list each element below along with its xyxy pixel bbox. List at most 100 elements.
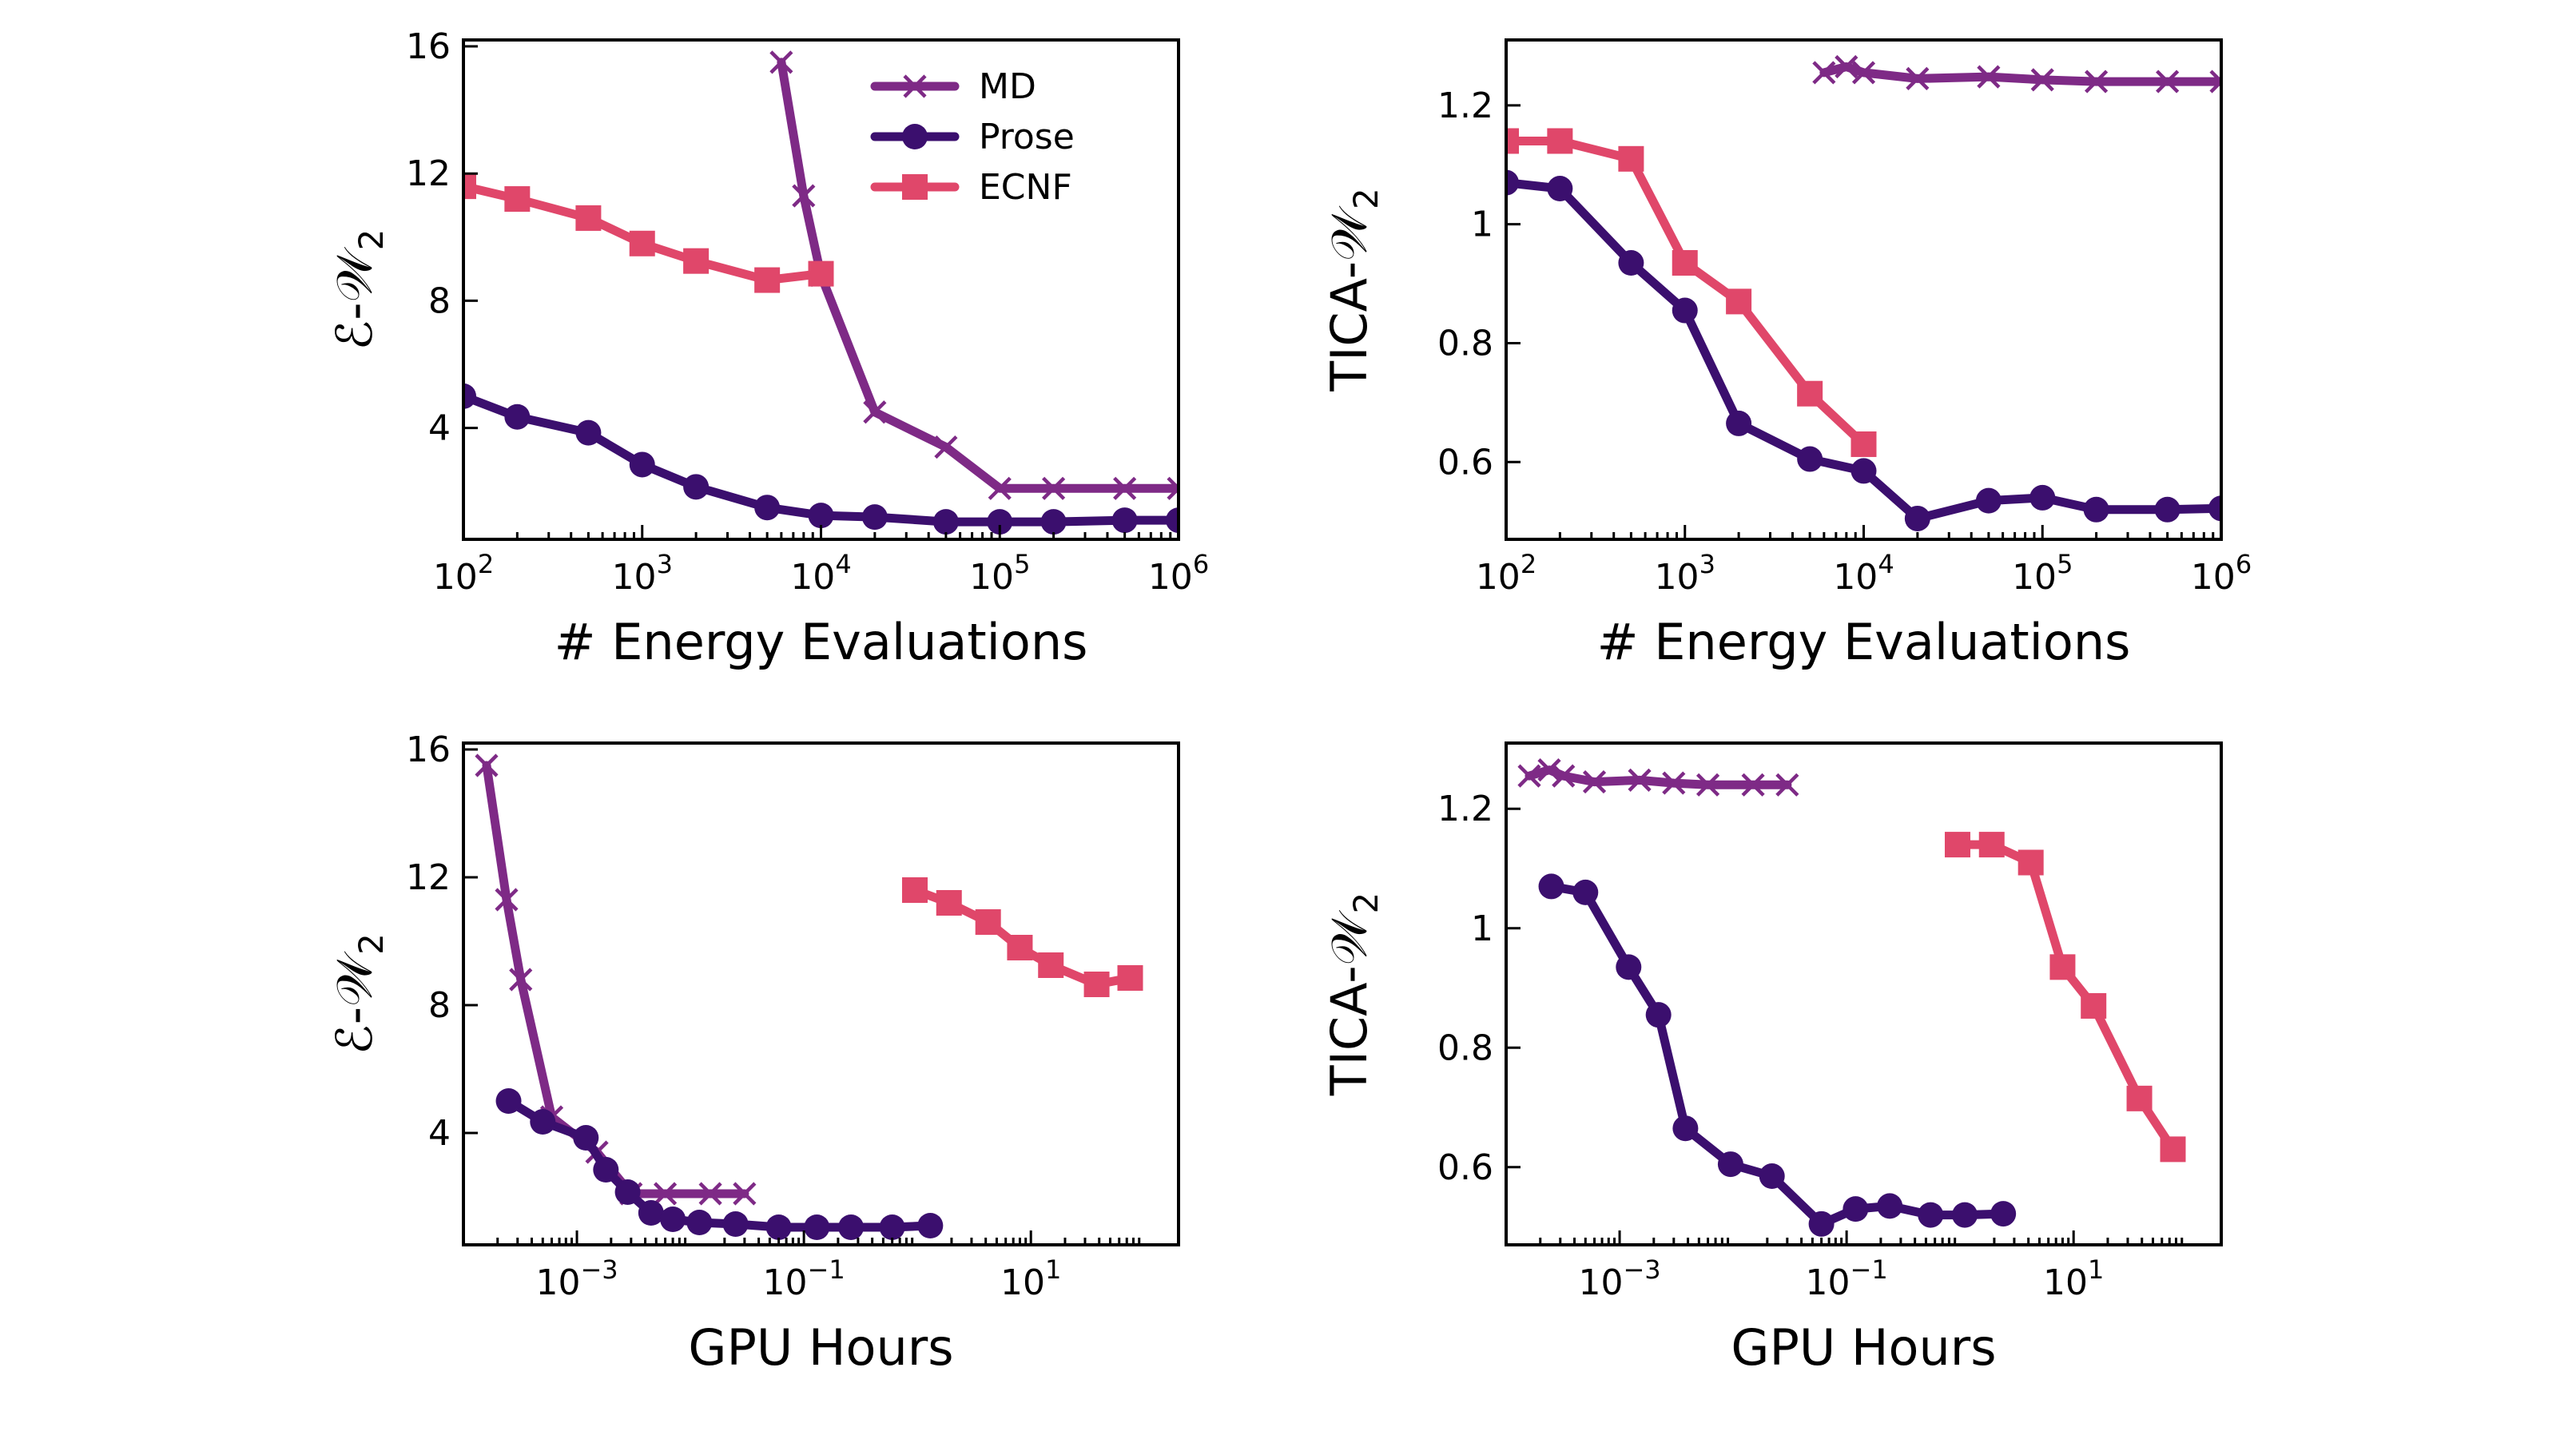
data-point-prose (1808, 1210, 1835, 1237)
y-axis-label: TICA-𝒲2 (1320, 892, 1385, 1097)
data-point-prose (861, 504, 888, 531)
data-point-md (2030, 68, 2054, 92)
plot-area (1506, 54, 2221, 531)
data-point-md (1662, 771, 1686, 795)
y-axis-label: ℰ-𝒲2 (325, 933, 391, 1055)
legend: MD Prose ECNF (870, 66, 1075, 208)
data-point-prose (722, 1211, 749, 1237)
y-tick-label: 0.8 (1437, 1028, 1493, 1068)
legend-label: Prose (979, 117, 1075, 157)
data-point-prose (1797, 446, 1823, 472)
data-point-ecnf (2049, 954, 2076, 980)
data-point-prose (1672, 1115, 1699, 1142)
data-point-prose (808, 503, 834, 529)
x-tick-label: 105 (2012, 549, 2073, 598)
y-tick-label: 8 (428, 280, 451, 321)
x-tick-label: 103 (612, 549, 673, 598)
data-point-md (2209, 70, 2221, 93)
x-tick-label: 104 (790, 549, 851, 598)
data-point-prose (765, 1214, 792, 1240)
y-tick-label: 16 (406, 729, 451, 770)
x-tick-label: 101 (2043, 1254, 2104, 1303)
data-point-prose (987, 509, 1013, 535)
data-point-prose (614, 1179, 641, 1205)
data-point-md (863, 400, 887, 424)
y-axis-label: TICA-𝒲2 (1320, 188, 1385, 392)
x-axis-label: GPU Hours (688, 1318, 953, 1377)
data-point-prose (879, 1214, 905, 1240)
legend-label: ECNF (979, 167, 1072, 208)
data-point-prose (1547, 176, 1573, 202)
data-point-prose (495, 1088, 522, 1114)
data-point-prose (1952, 1202, 1978, 1228)
y-tick-label: 8 (428, 985, 451, 1026)
data-point-prose (1111, 507, 1138, 534)
data-point-ecnf (1944, 832, 1970, 858)
x-tick-label: 106 (2191, 549, 2252, 598)
data-point-md (475, 753, 499, 777)
legend-label: MD (979, 66, 1036, 107)
y-tick-label: 1.2 (1437, 789, 1493, 829)
x-tick-label: 103 (1655, 549, 1715, 598)
series-line-md (482, 761, 749, 1198)
data-point-prose (1166, 507, 1179, 534)
data-point-md (934, 435, 958, 459)
data-point-prose (1904, 505, 1930, 531)
data-point-prose (1717, 1151, 1743, 1178)
x-tick-label: 106 (1148, 549, 1209, 598)
data-point-prose (1877, 1193, 1903, 1219)
x-tick-label: 102 (433, 549, 494, 598)
data-point-prose (1990, 1201, 2017, 1227)
data-point-ecnf (1851, 431, 1877, 457)
data-point-ecnf (936, 890, 962, 916)
data-point-prose (660, 1206, 686, 1232)
data-point-prose (2208, 495, 2221, 522)
data-point-prose (683, 474, 710, 500)
data-point-ecnf (1726, 288, 1752, 315)
data-point-prose (1645, 1002, 1672, 1028)
plot-area (475, 753, 1143, 1240)
data-point-ecnf (901, 877, 928, 903)
legend-item-ecnf: ECNF (870, 167, 1072, 208)
data-point-ecnf (754, 267, 781, 293)
data-point-prose (754, 495, 781, 521)
chart-panel-4: 0.6 0.8 1 1.2 10−3 10−1 101 GPU Hours TICA-𝒲2 (1320, 741, 2223, 1377)
series-line-prose (504, 1096, 935, 1232)
legend-marker (902, 124, 928, 149)
data-point-prose (917, 1213, 944, 1238)
data-point-prose (804, 1214, 830, 1240)
data-point-prose (573, 1125, 599, 1151)
axes-frame (1505, 741, 2223, 1246)
data-point-prose (504, 403, 531, 430)
legend-item-md: MD (870, 66, 1036, 107)
x-tick-label: 104 (1833, 549, 1894, 598)
data-point-prose (593, 1157, 619, 1183)
data-point-prose (1618, 250, 1644, 276)
data-point-md (1741, 773, 1765, 797)
data-point-ecnf (463, 173, 476, 200)
data-point-md (1537, 758, 1561, 782)
data-point-prose (838, 1214, 865, 1240)
x-tick-label: 10−1 (1806, 1254, 1888, 1303)
data-point-ecnf (683, 248, 710, 274)
data-point-ecnf (1618, 145, 1644, 172)
data-point-prose (463, 383, 476, 409)
data-point-prose (1040, 509, 1067, 535)
y-tick-label: 0.6 (1437, 442, 1493, 483)
y-tick-label: 1 (1471, 205, 1493, 245)
data-point-md (988, 476, 1012, 500)
data-point-prose (638, 1200, 664, 1226)
y-tick-label: 4 (428, 408, 451, 449)
data-point-prose (2083, 496, 2109, 523)
data-point-md (1042, 476, 1066, 500)
data-point-md (1775, 773, 1799, 797)
data-point-prose (1843, 1196, 1869, 1222)
y-tick-label: 0.8 (1437, 323, 1493, 364)
data-point-prose (575, 419, 602, 446)
data-point-prose (686, 1210, 713, 1235)
data-point-md (653, 1182, 678, 1206)
data-point-prose (932, 509, 959, 535)
data-point-ecnf (1117, 965, 1143, 991)
data-point-prose (1726, 410, 1752, 436)
